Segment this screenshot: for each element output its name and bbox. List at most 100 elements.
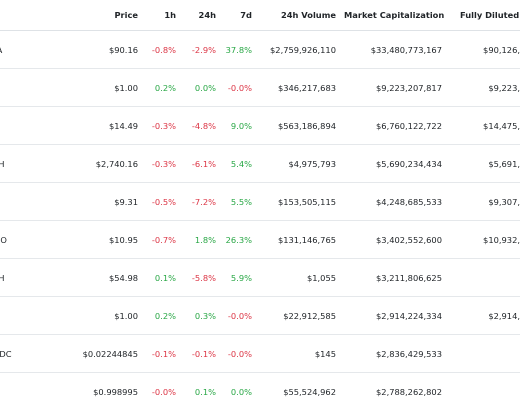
coin-name[interactable]: IM bbox=[0, 372, 60, 400]
table-body: INA$90.16-0.8%-2.9%37.8%$2,759,926,110$3… bbox=[0, 30, 520, 400]
volume-24h: $131,146,765 bbox=[260, 220, 344, 259]
table-row[interactable]: AI$1.000.2%0.0%-0.0%$346,217,683$9,223,2… bbox=[0, 68, 520, 107]
volume-24h: $1,055 bbox=[260, 258, 344, 297]
coin-price: $0.998995 bbox=[60, 372, 146, 400]
coin-price: $1.00 bbox=[60, 296, 146, 335]
change-7d: 5.5% bbox=[224, 182, 260, 221]
change-1h: 0.2% bbox=[146, 68, 184, 107]
fully-diluted-mcap: $90,126, bbox=[483, 44, 520, 55]
change-24h: -5.8% bbox=[184, 258, 224, 297]
change-7d: 26.3% bbox=[224, 220, 260, 259]
table-row[interactable]: AX$1.000.2%0.3%-0.0%$22,912,585$2,914,22… bbox=[0, 296, 520, 335]
fully-diluted-mcap-cell: $90,126, bbox=[450, 30, 520, 69]
fully-diluted-mcap: $14,475, bbox=[483, 120, 520, 131]
volume-24h: $145 bbox=[260, 334, 344, 373]
change-1h: 0.1% bbox=[146, 258, 184, 297]
table-row[interactable]: NK$14.49-0.3%-4.8%9.0%$563,186,894$6,760… bbox=[0, 106, 520, 145]
change-24h: -6.1% bbox=[184, 144, 224, 183]
market-cap: $3,402,552,600 bbox=[344, 220, 450, 259]
coin-price: $9.31 bbox=[60, 182, 146, 221]
change-7d: 5.9% bbox=[224, 258, 260, 297]
change-7d: 0.0% bbox=[224, 372, 260, 400]
market-cap: $3,211,806,625 bbox=[344, 258, 450, 297]
coin-price: $10.95 bbox=[60, 220, 146, 259]
table-header-row: Price 1h 24h 7d 24h Volume Market Capita… bbox=[0, 0, 520, 31]
change-7d: -0.0% bbox=[224, 296, 260, 335]
fully-diluted-mcap: $9,307, bbox=[488, 196, 520, 207]
volume-24h: $346,217,683 bbox=[260, 68, 344, 107]
change-24h: -0.1% bbox=[184, 334, 224, 373]
change-1h: -0.5% bbox=[146, 182, 184, 221]
table-row[interactable]: IM$0.998995-0.0%0.1%0.0%$55,524,962$2,78… bbox=[0, 372, 520, 400]
volume-24h: $563,186,894 bbox=[260, 106, 344, 145]
coin-name[interactable]: AX bbox=[0, 296, 60, 335]
table-row[interactable]: SMO$10.95-0.7%1.8%26.3%$131,146,765$3,40… bbox=[0, 220, 520, 259]
market-cap: $9,223,207,817 bbox=[344, 68, 450, 107]
table-row[interactable]: USDC$0.02244845-0.1%-0.1%-0.0%$145$2,836… bbox=[0, 334, 520, 373]
change-1h: -0.8% bbox=[146, 30, 184, 69]
coin-name[interactable]: NI bbox=[0, 182, 60, 221]
market-cap: $2,836,429,533 bbox=[344, 334, 450, 373]
volume-24h: $4,975,793 bbox=[260, 144, 344, 183]
change-24h: -4.8% bbox=[184, 106, 224, 145]
header-24h[interactable]: 24h bbox=[184, 0, 224, 31]
change-1h: -0.3% bbox=[146, 144, 184, 183]
coin-name[interactable]: INA bbox=[0, 30, 60, 69]
change-24h: 0.1% bbox=[184, 372, 224, 400]
coin-price: $54.98 bbox=[60, 258, 146, 297]
table-row[interactable]: NI$9.31-0.5%-7.2%5.5%$153,505,115$4,248,… bbox=[0, 182, 520, 221]
coin-price: $14.49 bbox=[60, 106, 146, 145]
fully-diluted-mcap-cell: $2,914, bbox=[450, 296, 520, 335]
table-row[interactable]: ETH$54.980.1%-5.8%5.9%$1,055$3,211,806,6… bbox=[0, 258, 520, 297]
change-1h: -0.0% bbox=[146, 372, 184, 400]
change-7d: 37.8% bbox=[224, 30, 260, 69]
change-7d: 9.0% bbox=[224, 106, 260, 145]
market-cap: $6,760,122,722 bbox=[344, 106, 450, 145]
change-1h: 0.2% bbox=[146, 296, 184, 335]
header-1h[interactable]: 1h bbox=[146, 0, 184, 31]
header-7d[interactable]: 7d bbox=[224, 0, 260, 31]
header-fully-diluted[interactable]: Fully Diluted M bbox=[450, 0, 520, 31]
fully-diluted-mcap-cell: $9,307, bbox=[450, 182, 520, 221]
fully-diluted-mcap: $2,914, bbox=[488, 310, 520, 321]
market-cap: $33,480,773,167 bbox=[344, 30, 450, 69]
coin-name[interactable]: ETH bbox=[0, 144, 60, 183]
market-cap: $4,248,685,533 bbox=[344, 182, 450, 221]
table-header: Price 1h 24h 7d 24h Volume Market Capita… bbox=[0, 0, 520, 31]
table-row[interactable]: ETH$2,740.16-0.3%-6.1%5.4%$4,975,793$5,6… bbox=[0, 144, 520, 183]
coin-price: $0.02244845 bbox=[60, 334, 146, 373]
header-name[interactable] bbox=[0, 0, 60, 31]
header-market-cap[interactable]: Market Capitalization bbox=[344, 0, 450, 31]
coin-name[interactable]: ETH bbox=[0, 258, 60, 297]
coin-name[interactable]: SMO bbox=[0, 220, 60, 259]
change-7d: -0.0% bbox=[224, 334, 260, 373]
fully-diluted-mcap-cell: $14,475, bbox=[450, 106, 520, 145]
market-cap: $2,914,224,334 bbox=[344, 296, 450, 335]
change-24h: -7.2% bbox=[184, 182, 224, 221]
change-24h: 1.8% bbox=[184, 220, 224, 259]
change-24h: 0.0% bbox=[184, 68, 224, 107]
fully-diluted-mcap: $5,691, bbox=[488, 158, 520, 169]
change-1h: -0.1% bbox=[146, 334, 184, 373]
fully-diluted-mcap: $9,223, bbox=[488, 82, 520, 93]
fully-diluted-mcap-cell: $9,223, bbox=[450, 68, 520, 107]
table-row[interactable]: INA$90.16-0.8%-2.9%37.8%$2,759,926,110$3… bbox=[0, 30, 520, 69]
market-cap: $5,690,234,434 bbox=[344, 144, 450, 183]
volume-24h: $153,505,115 bbox=[260, 182, 344, 221]
change-7d: 5.4% bbox=[224, 144, 260, 183]
change-24h: -2.9% bbox=[184, 30, 224, 69]
fully-diluted-mcap-cell bbox=[450, 258, 520, 297]
coin-name[interactable]: USDC bbox=[0, 334, 60, 373]
change-1h: -0.3% bbox=[146, 106, 184, 145]
volume-24h: $55,524,962 bbox=[260, 372, 344, 400]
fully-diluted-mcap: $10,932, bbox=[483, 234, 520, 245]
coin-name[interactable]: NK bbox=[0, 106, 60, 145]
header-price[interactable]: Price bbox=[60, 0, 146, 31]
fully-diluted-mcap-cell bbox=[450, 372, 520, 400]
header-24h-volume[interactable]: 24h Volume bbox=[260, 0, 344, 31]
coin-price: $90.16 bbox=[60, 30, 146, 69]
coin-name[interactable]: AI bbox=[0, 68, 60, 107]
volume-24h: $2,759,926,110 bbox=[260, 30, 344, 69]
